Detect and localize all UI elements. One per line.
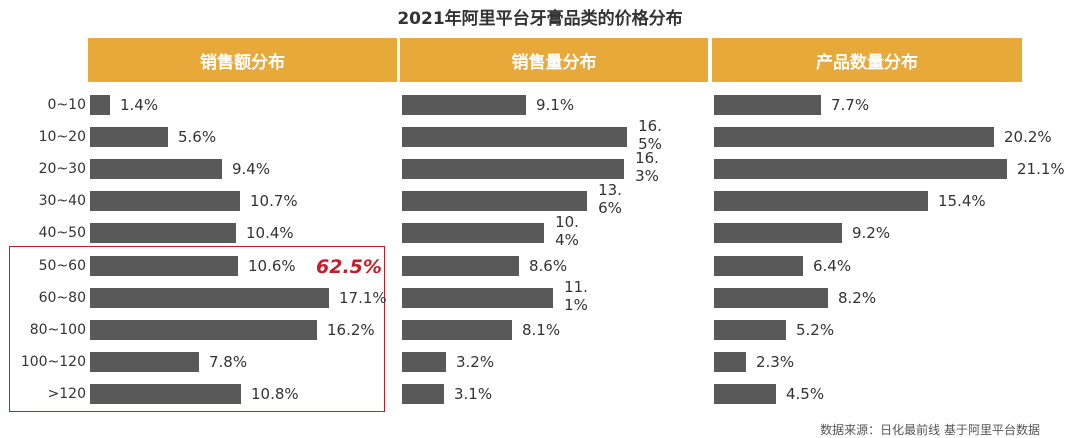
data-label: 2.3% — [756, 352, 795, 371]
data-label: 10.4% — [555, 213, 579, 250]
data-label: 20.2% — [1004, 128, 1052, 147]
bar — [402, 287, 553, 308]
bar — [714, 319, 786, 340]
data-label: 10.4% — [246, 224, 294, 243]
bar — [402, 159, 624, 180]
category-label: 60~80 — [38, 289, 86, 306]
data-label: 3.2% — [456, 352, 495, 371]
bar — [402, 223, 544, 244]
category-label: 0~10 — [47, 97, 86, 113]
category-label: 20~30 — [38, 161, 86, 178]
highlight-annotation: 62.5% — [316, 256, 382, 278]
bar — [90, 351, 199, 372]
bar — [90, 95, 110, 115]
highlight-box — [9, 246, 385, 412]
bar — [714, 127, 994, 148]
data-source-note: 数据来源：日化最前线 基于阿里平台数据 — [820, 423, 1040, 437]
bar — [90, 127, 168, 148]
data-label: 1.4% — [120, 96, 159, 114]
bar — [90, 191, 240, 212]
data-label: 16.3% — [635, 149, 659, 186]
category-label: 30~40 — [38, 193, 86, 210]
data-label: 7.8% — [209, 352, 248, 371]
bar — [714, 223, 842, 244]
bar — [402, 319, 512, 340]
bar — [714, 255, 803, 276]
data-label: 4.5% — [786, 384, 825, 403]
chart-title: 2021年阿里平台牙膏品类的价格分布 — [397, 9, 683, 29]
category-label: 80~100 — [29, 321, 86, 338]
bar — [402, 351, 446, 372]
bar — [90, 383, 241, 404]
panel-header: 产品数量分布 — [712, 38, 1022, 82]
bar — [90, 319, 317, 340]
bar — [714, 351, 746, 372]
data-label: 8.2% — [838, 288, 877, 307]
category-label: 50~60 — [38, 257, 86, 274]
panel-header: 销售量分布 — [400, 38, 708, 82]
bar — [90, 223, 236, 244]
bar — [402, 255, 519, 276]
data-label: 10.7% — [250, 192, 298, 211]
data-label: 16.5% — [638, 117, 662, 154]
bar — [402, 95, 526, 115]
category-label: 10~20 — [38, 129, 86, 146]
data-label: 10.6% — [248, 256, 296, 275]
bar — [714, 191, 928, 212]
data-label: 8.6% — [529, 256, 568, 275]
data-label: 21.1% — [1017, 160, 1065, 179]
data-label: 9.4% — [232, 160, 271, 179]
data-label: 6.4% — [813, 256, 852, 275]
data-label: 10.8% — [251, 384, 299, 403]
bar — [714, 95, 821, 115]
data-label: 9.2% — [852, 224, 891, 243]
data-label: 5.6% — [178, 128, 217, 147]
bar — [402, 127, 627, 148]
bar — [90, 159, 222, 180]
bar — [90, 255, 238, 276]
bar — [714, 287, 828, 308]
data-label: 8.1% — [522, 320, 561, 339]
data-label: 13.6% — [598, 181, 622, 218]
data-label: 7.7% — [831, 96, 870, 114]
bar — [714, 383, 776, 404]
bar — [714, 159, 1007, 180]
bar — [402, 383, 444, 404]
data-label: 15.4% — [938, 192, 986, 211]
data-label: 3.1% — [454, 384, 493, 403]
category-label: 100~120 — [20, 353, 86, 370]
data-label: 11.1% — [564, 277, 588, 314]
bar — [402, 191, 587, 212]
category-label: >120 — [47, 385, 86, 402]
data-label: 17.1% — [339, 288, 387, 307]
category-label: 40~50 — [38, 225, 86, 242]
data-label: 5.2% — [796, 320, 835, 339]
data-label: 16.2% — [327, 320, 375, 339]
bar — [90, 287, 329, 308]
panel-header: 销售额分布 — [88, 38, 397, 82]
data-label: 9.1% — [536, 96, 575, 114]
